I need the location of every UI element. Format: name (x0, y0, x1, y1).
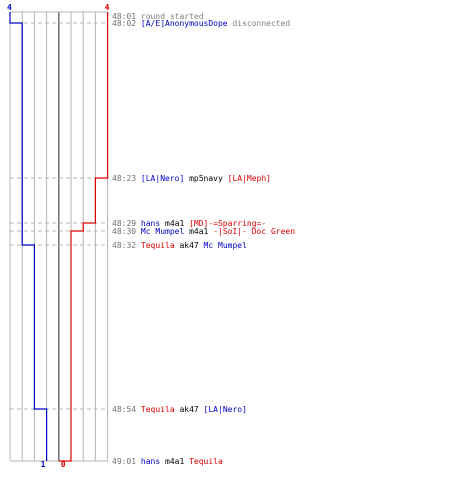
event-row: 48:54 Tequila ak47 [LA|Nero] (112, 405, 247, 414)
blue-start-score: 4 (7, 3, 12, 12)
event-time: 49:01 (112, 457, 136, 466)
event-row: 49:01 hans m4a1 Tequila (112, 457, 223, 466)
grid (9, 11, 109, 462)
event-part: [LA|Nero] (204, 405, 247, 414)
event-part: m4a1 (160, 457, 189, 466)
event-part: hans (141, 219, 160, 228)
event-part: [LA|Nero] (141, 174, 184, 183)
event-part: round started (141, 12, 204, 21)
event-part: ak47 (175, 405, 204, 414)
series (9, 12, 109, 462)
event-part: [MD]-=Sparring=- (189, 219, 266, 228)
event-part: m4a1 (184, 227, 213, 236)
event-part: Tequila (141, 405, 175, 414)
red-end-score: 0 (61, 460, 66, 469)
event-part: disconnected (228, 19, 291, 28)
blue-end-score: 1 (41, 460, 46, 469)
event-row: 48:01 round started (112, 12, 204, 21)
event-part: Tequila (189, 457, 223, 466)
event-part: hans (141, 457, 160, 466)
event-time: 48:23 (112, 174, 136, 183)
event-row: 48:23 [LA|Nero] mp5navy [LA|Meph] (112, 174, 271, 183)
event-time: 48:54 (112, 405, 136, 414)
event-part: [A/E]AnonymousDope (141, 19, 228, 28)
event-part: m4a1 (160, 219, 189, 228)
blue-team-score-line (9, 12, 48, 461)
event-time: 48:32 (112, 241, 136, 250)
event-time: 48:01 (112, 12, 136, 21)
red-start-score: 4 (105, 3, 110, 12)
red-team-score-line (58, 12, 109, 462)
event-time: 48:02 (112, 19, 136, 28)
event-row: 48:29 hans m4a1 [MD]-=Sparring=- (112, 219, 266, 228)
event-row: 48:32 Tequila ak47 Mc Mumpel (112, 241, 247, 250)
event-part: Mc Mumpel (141, 227, 185, 236)
event-part: mp5navy (184, 174, 227, 183)
event-row: 48:30 Mc Mumpel m4a1 -|SoI|- Doc Green (112, 227, 295, 236)
event-part: Tequila (141, 241, 175, 250)
event-row: 48:02 [A/E]AnonymousDope disconnected (112, 19, 290, 28)
event-time: 48:30 (112, 227, 136, 236)
event-part: [LA|Meph] (228, 174, 271, 183)
event-part: -|SoI|- Doc Green (213, 227, 295, 236)
event-part: Mc Mumpel (204, 241, 248, 250)
event-part: ak47 (175, 241, 204, 250)
event-time: 48:29 (112, 219, 136, 228)
score-labels: 4 4 1 0 (7, 3, 110, 469)
